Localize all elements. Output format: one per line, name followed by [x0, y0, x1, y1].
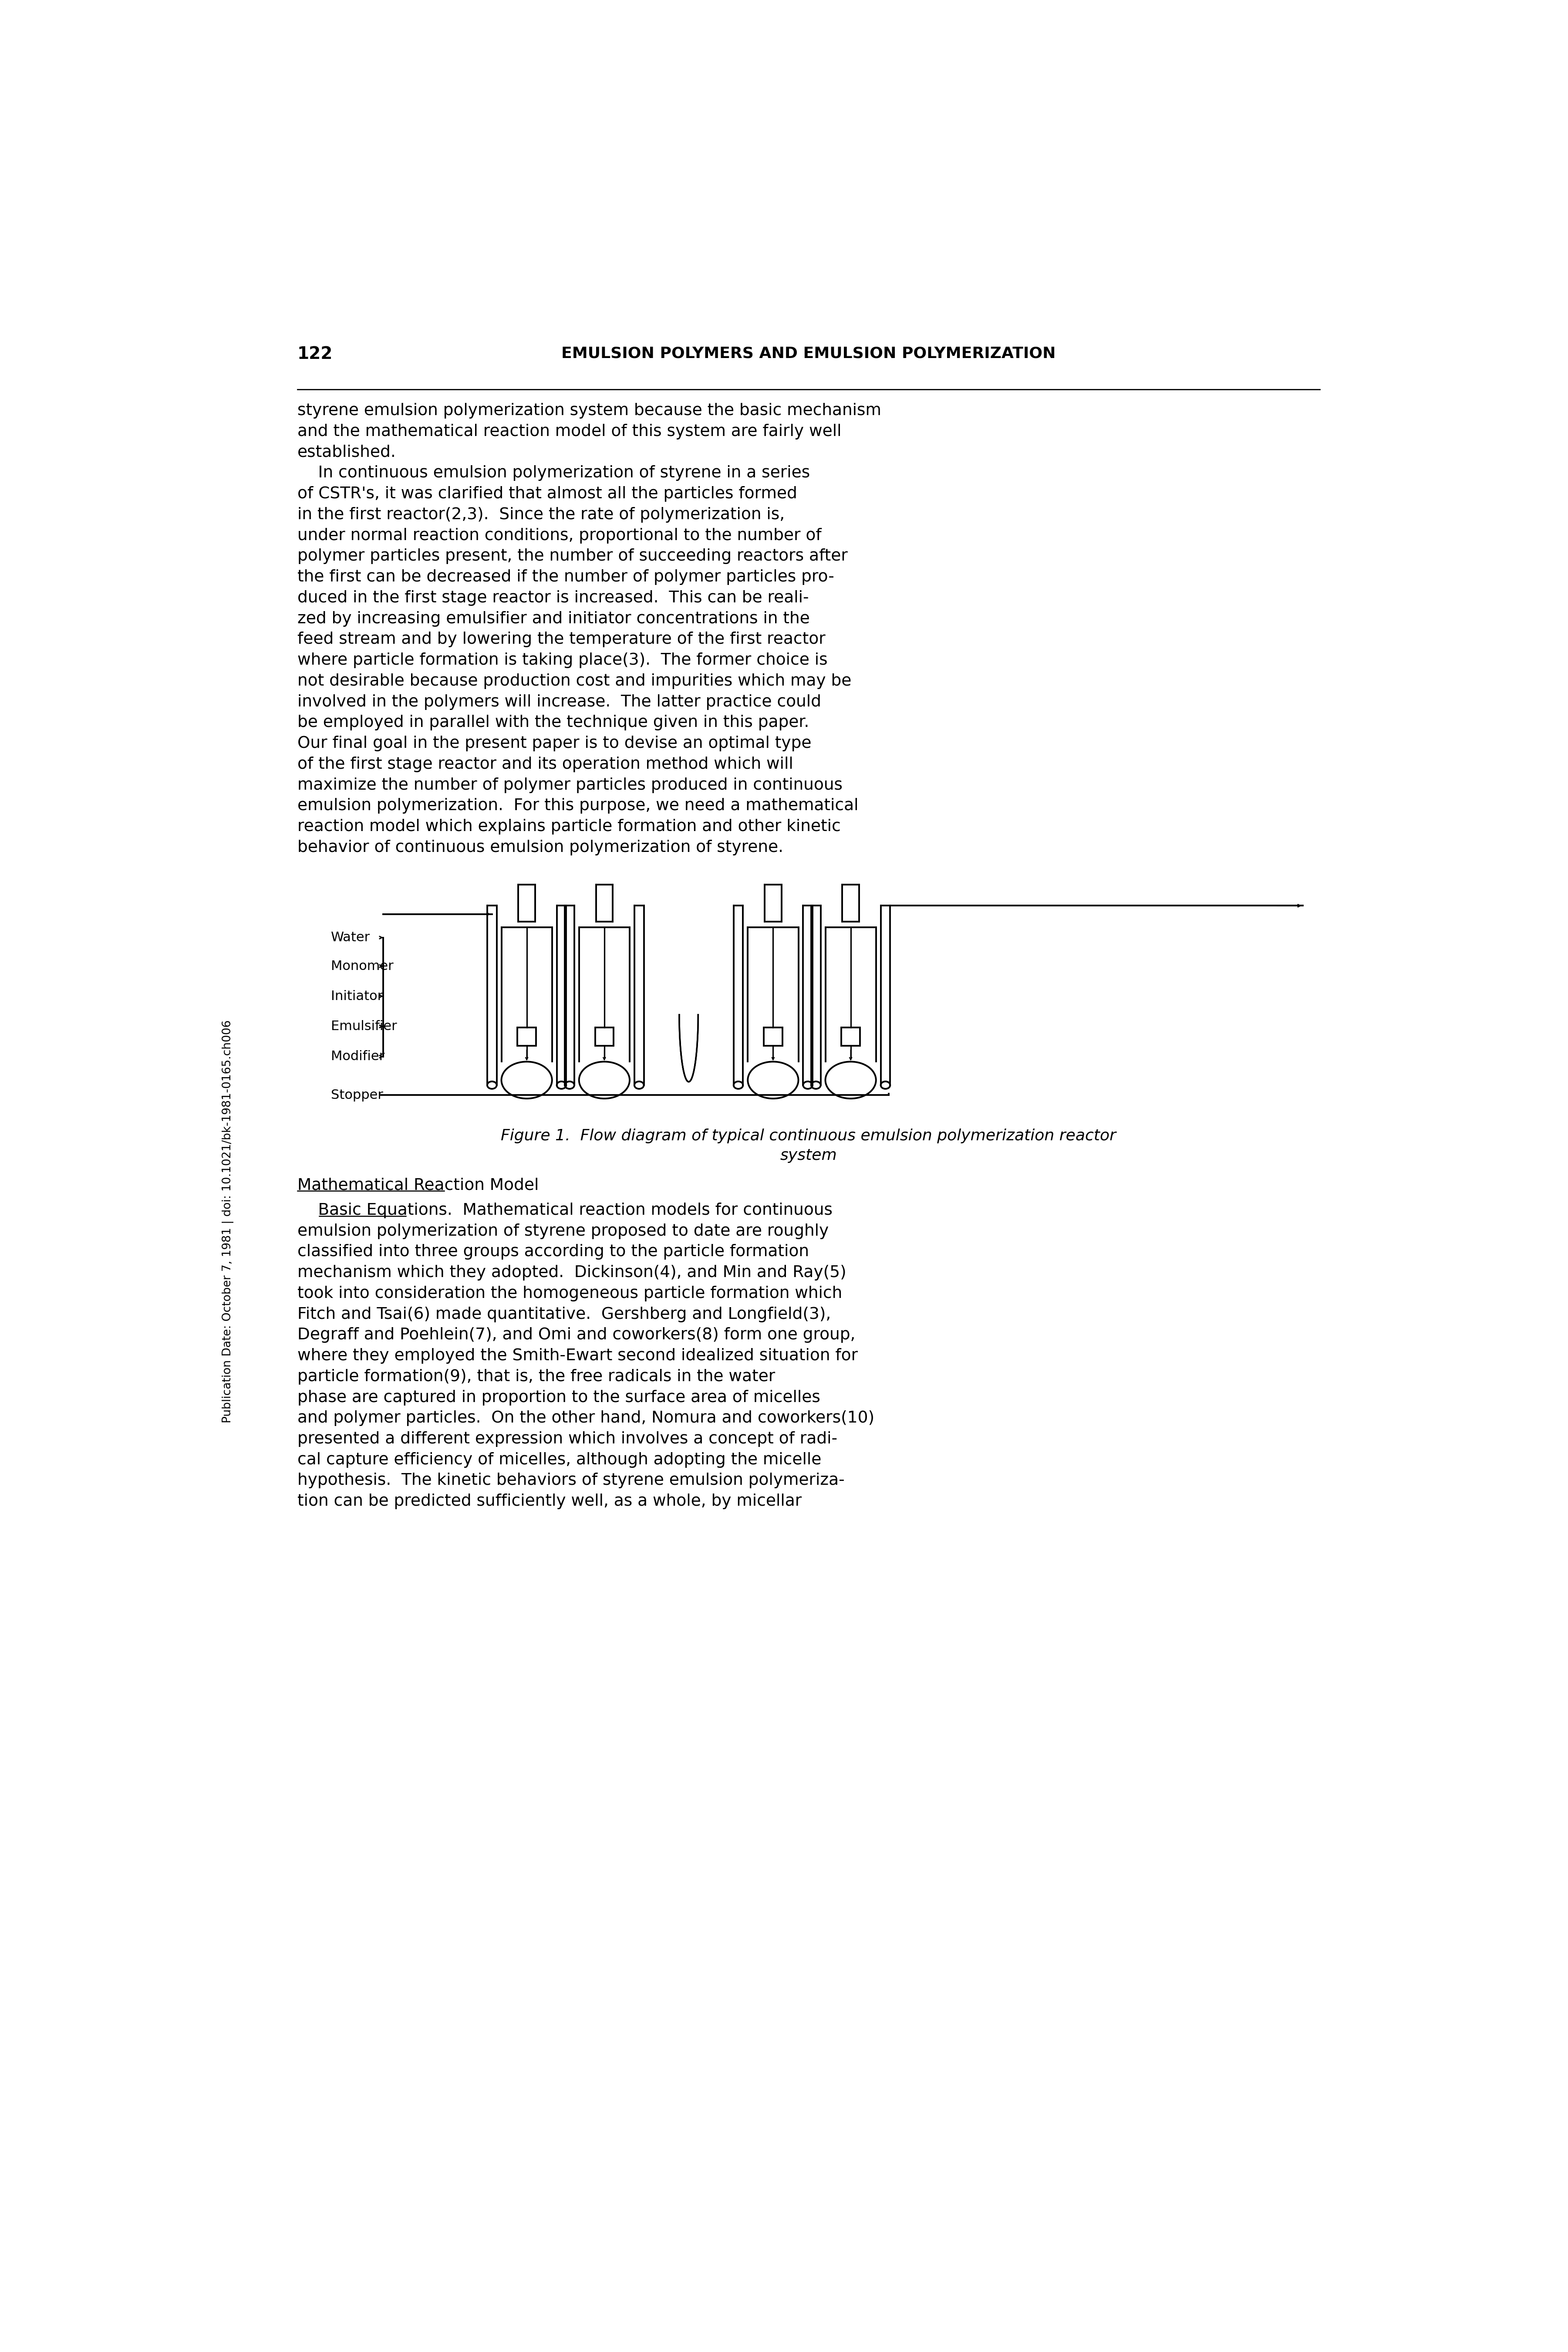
- Text: Water: Water: [331, 931, 370, 943]
- Text: Publication Date: October 7, 1981 | doi: 10.1021/bk-1981-0165.ch006: Publication Date: October 7, 1981 | doi:…: [223, 1021, 234, 1423]
- Text: Mathematical Reaction Model: Mathematical Reaction Model: [298, 1178, 539, 1192]
- Text: mechanism which they adopted.  Dickinson(4), and Min and Ray(5): mechanism which they adopted. Dickinson(…: [298, 1265, 847, 1279]
- Text: In continuous emulsion polymerization of styrene in a series: In continuous emulsion polymerization of…: [298, 466, 809, 482]
- Text: phase are captured in proportion to the surface area of micelles: phase are captured in proportion to the …: [298, 1390, 820, 1406]
- Text: emulsion polymerization.  For this purpose, we need a mathematical: emulsion polymerization. For this purpos…: [298, 797, 858, 814]
- Text: feed stream and by lowering the temperature of the first reactor: feed stream and by lowering the temperat…: [298, 633, 825, 647]
- Text: classified into three groups according to the particle formation: classified into three groups according t…: [298, 1244, 809, 1261]
- Text: Modifier: Modifier: [331, 1051, 384, 1063]
- Text: Stopper: Stopper: [331, 1089, 383, 1101]
- Text: tion can be predicted sufficiently well, as a whole, by micellar: tion can be predicted sufficiently well,…: [298, 1494, 801, 1510]
- Text: Figure 1.  Flow diagram of typical continuous emulsion polymerization reactor: Figure 1. Flow diagram of typical contin…: [500, 1129, 1116, 1143]
- Bar: [764, 1028, 782, 1047]
- Text: maximize the number of polymer particles produced in continuous: maximize the number of polymer particles…: [298, 776, 842, 793]
- Text: presented a different expression which involves a concept of radi-: presented a different expression which i…: [298, 1432, 837, 1446]
- Text: of CSTR's, it was clarified that almost all the particles formed: of CSTR's, it was clarified that almost …: [298, 487, 797, 501]
- Text: zed by increasing emulsifier and initiator concentrations in the: zed by increasing emulsifier and initiat…: [298, 612, 809, 626]
- Text: Degraff and Poehlein(7), and Omi and coworkers(8) form one group,: Degraff and Poehlein(7), and Omi and cow…: [298, 1327, 855, 1343]
- Text: Monomer: Monomer: [331, 960, 394, 971]
- Text: the first can be decreased if the number of polymer particles pro-: the first can be decreased if the number…: [298, 569, 834, 586]
- Text: Emulsifier: Emulsifier: [331, 1021, 397, 1033]
- Bar: [594, 1028, 613, 1047]
- Text: styrene emulsion polymerization system because the basic mechanism: styrene emulsion polymerization system b…: [298, 402, 881, 419]
- Text: cal capture efficiency of micelles, although adopting the micelle: cal capture efficiency of micelles, alth…: [298, 1451, 822, 1468]
- Bar: [842, 1028, 859, 1047]
- Text: be employed in parallel with the technique given in this paper.: be employed in parallel with the techniq…: [298, 715, 809, 731]
- Text: polymer particles present, the number of succeeding reactors after: polymer particles present, the number of…: [298, 548, 848, 564]
- Text: of the first stage reactor and its operation method which will: of the first stage reactor and its opera…: [298, 757, 793, 771]
- Text: behavior of continuous emulsion polymerization of styrene.: behavior of continuous emulsion polymeri…: [298, 840, 782, 856]
- Text: where particle formation is taking place(3).  The former choice is: where particle formation is taking place…: [298, 652, 828, 668]
- Text: involved in the polymers will increase.  The latter practice could: involved in the polymers will increase. …: [298, 694, 822, 710]
- Text: established.: established.: [298, 445, 397, 461]
- Text: and polymer particles.  On the other hand, Nomura and coworkers(10): and polymer particles. On the other hand…: [298, 1411, 875, 1425]
- Bar: [517, 1028, 536, 1047]
- Text: Our final goal in the present paper is to devise an optimal type: Our final goal in the present paper is t…: [298, 736, 811, 750]
- Text: hypothesis.  The kinetic behaviors of styrene emulsion polymeriza-: hypothesis. The kinetic behaviors of sty…: [298, 1472, 845, 1489]
- Text: reaction model which explains particle formation and other kinetic: reaction model which explains particle f…: [298, 818, 840, 835]
- Text: duced in the first stage reactor is increased.  This can be reali-: duced in the first stage reactor is incr…: [298, 590, 809, 607]
- Text: emulsion polymerization of styrene proposed to date are roughly: emulsion polymerization of styrene propo…: [298, 1223, 828, 1240]
- Text: Basic Equations.  Mathematical reaction models for continuous: Basic Equations. Mathematical reaction m…: [298, 1202, 833, 1218]
- Text: 122: 122: [298, 346, 332, 362]
- Text: Fitch and Tsai(6) made quantitative.  Gershberg and Longfield(3),: Fitch and Tsai(6) made quantitative. Ger…: [298, 1305, 831, 1322]
- Text: EMULSION POLYMERS AND EMULSION POLYMERIZATION: EMULSION POLYMERS AND EMULSION POLYMERIZ…: [561, 346, 1055, 360]
- Text: system: system: [779, 1148, 837, 1162]
- Text: not desirable because production cost and impurities which may be: not desirable because production cost an…: [298, 673, 851, 689]
- Text: in the first reactor(2,3).  Since the rate of polymerization is,: in the first reactor(2,3). Since the rat…: [298, 508, 784, 522]
- Text: where they employed the Smith-Ewart second idealized situation for: where they employed the Smith-Ewart seco…: [298, 1348, 858, 1364]
- Text: Initiator: Initiator: [331, 990, 383, 1002]
- Text: and the mathematical reaction model of this system are fairly well: and the mathematical reaction model of t…: [298, 423, 842, 440]
- Text: under normal reaction conditions, proportional to the number of: under normal reaction conditions, propor…: [298, 527, 822, 543]
- Text: took into consideration the homogeneous particle formation which: took into consideration the homogeneous …: [298, 1287, 842, 1301]
- Text: particle formation(9), that is, the free radicals in the water: particle formation(9), that is, the free…: [298, 1369, 775, 1385]
